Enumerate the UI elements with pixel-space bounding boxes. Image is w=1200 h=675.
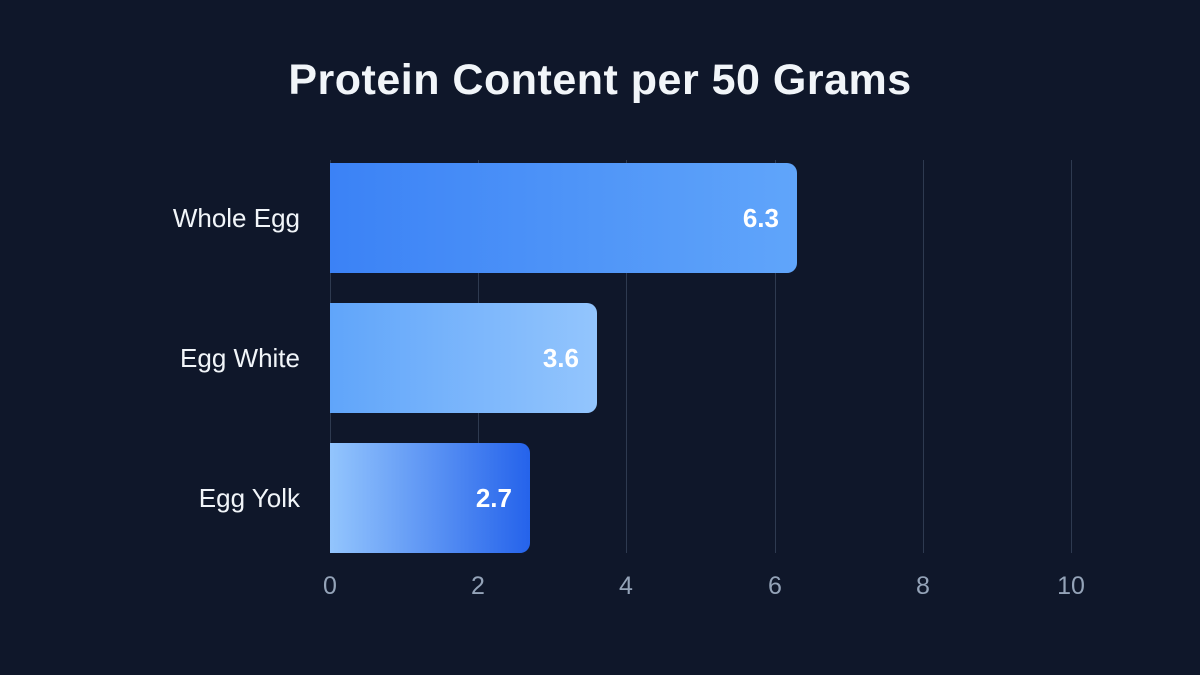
category-axis-labels: Whole Egg Egg White Egg Yolk <box>0 160 300 553</box>
bar-whole-egg: 6.3 <box>330 163 797 273</box>
gridline-x-10 <box>1071 160 1072 553</box>
x-tick-label-4: 4 <box>619 572 633 600</box>
x-tick-label-10: 10 <box>1057 572 1085 600</box>
bar-row: 3.6 <box>330 303 1071 413</box>
x-tick-label-8: 8 <box>916 572 930 600</box>
category-label-egg-white: Egg White <box>180 342 300 373</box>
x-tick-label-6: 6 <box>768 572 782 600</box>
bar-value-label: 2.7 <box>475 483 512 513</box>
bar-egg-yolk: 2.7 <box>330 443 530 553</box>
x-axis-tick-labels: 0 2 4 6 8 10 <box>323 570 1085 602</box>
bar-value-label: 6.3 <box>742 203 779 233</box>
bar-row: 2.7 <box>330 443 1071 553</box>
x-tick-label-0: 0 <box>323 572 337 600</box>
bar-egg-white: 3.6 <box>330 303 597 413</box>
chart-title: Protein Content per 50 Grams <box>288 56 912 104</box>
x-tick-label-2: 2 <box>471 572 485 600</box>
category-label-whole-egg: Whole Egg <box>172 202 300 233</box>
bar-row: 6.3 <box>330 163 1071 273</box>
gridline-x-4 <box>626 160 627 553</box>
category-label-egg-yolk: Egg Yolk <box>198 482 300 513</box>
gridline-x-8 <box>923 160 924 553</box>
gridline-x-6 <box>775 160 776 553</box>
plot-area: 6.3 3.6 2.7 <box>330 160 1072 553</box>
bar-value-label: 3.6 <box>542 343 579 373</box>
